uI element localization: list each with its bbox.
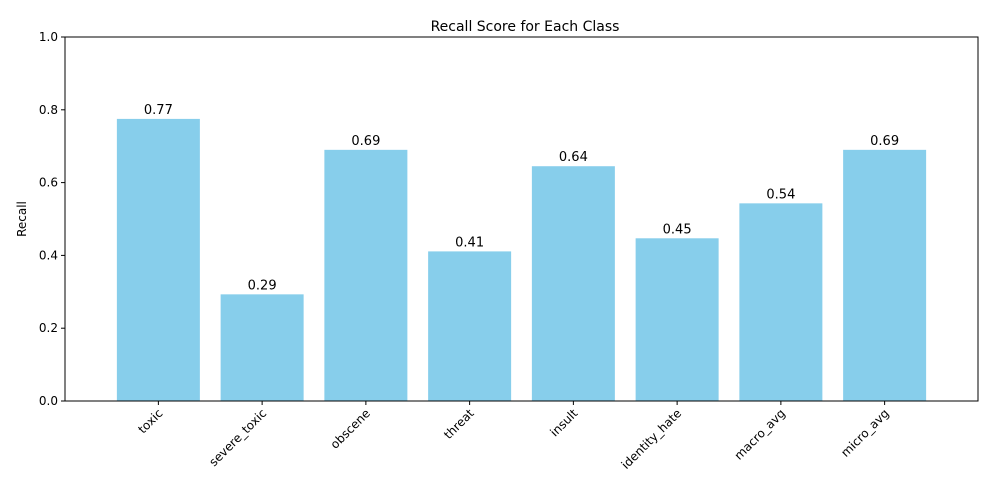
bar-toxic [116, 118, 200, 402]
y-axis-label: Recall [15, 201, 29, 237]
bar-value-label: 0.29 [248, 278, 277, 293]
bar-micro-avg [843, 149, 927, 401]
bar-threat [428, 251, 512, 401]
bar-value-label: 0.45 [663, 222, 692, 237]
bar-severe-toxic [220, 294, 304, 401]
x-tick-label: micro_avg [838, 406, 892, 460]
bar-value-label: 0.69 [870, 134, 899, 149]
x-tick-label: insult [547, 406, 580, 439]
bar-value-label: 0.69 [351, 134, 380, 149]
bar-macro-avg [739, 203, 823, 401]
bar-value-label: 0.41 [455, 235, 484, 250]
y-tick-label: 0.2 [39, 321, 58, 335]
y-tick-label: 0.8 [39, 103, 58, 117]
y-axis: 0.0 0.2 0.4 0.6 0.8 1.0 [39, 30, 65, 408]
x-tick-label: threat [441, 406, 477, 442]
y-tick-label: 0.4 [39, 248, 58, 262]
y-tick-label: 0.0 [39, 394, 58, 408]
x-tick-label: severe_toxic [206, 406, 269, 469]
x-axis: toxic severe_toxic obscene threat insult iden… [135, 401, 892, 472]
bars-group [116, 118, 927, 402]
bar-value-label: 0.54 [766, 187, 795, 202]
bar-obscene [324, 149, 408, 401]
y-tick-label: 0.6 [39, 176, 58, 190]
bar-insult [531, 166, 615, 401]
x-tick-label: toxic [135, 406, 165, 436]
x-tick-label: identity_hate [619, 406, 685, 472]
bar-value-label: 0.77 [144, 103, 173, 118]
x-tick-label: obscene [328, 406, 373, 451]
chart-title: Recall Score for Each Class [431, 19, 620, 35]
bar-identity-hate [635, 238, 719, 401]
x-tick-label: macro_avg [732, 406, 788, 462]
plot-frame [64, 36, 979, 402]
bar-value-label: 0.64 [559, 150, 588, 165]
value-labels-group: 0.77 0.29 0.69 0.41 0.64 0.45 0.54 0.69 [144, 103, 899, 293]
y-tick-label: 1.0 [39, 30, 58, 44]
